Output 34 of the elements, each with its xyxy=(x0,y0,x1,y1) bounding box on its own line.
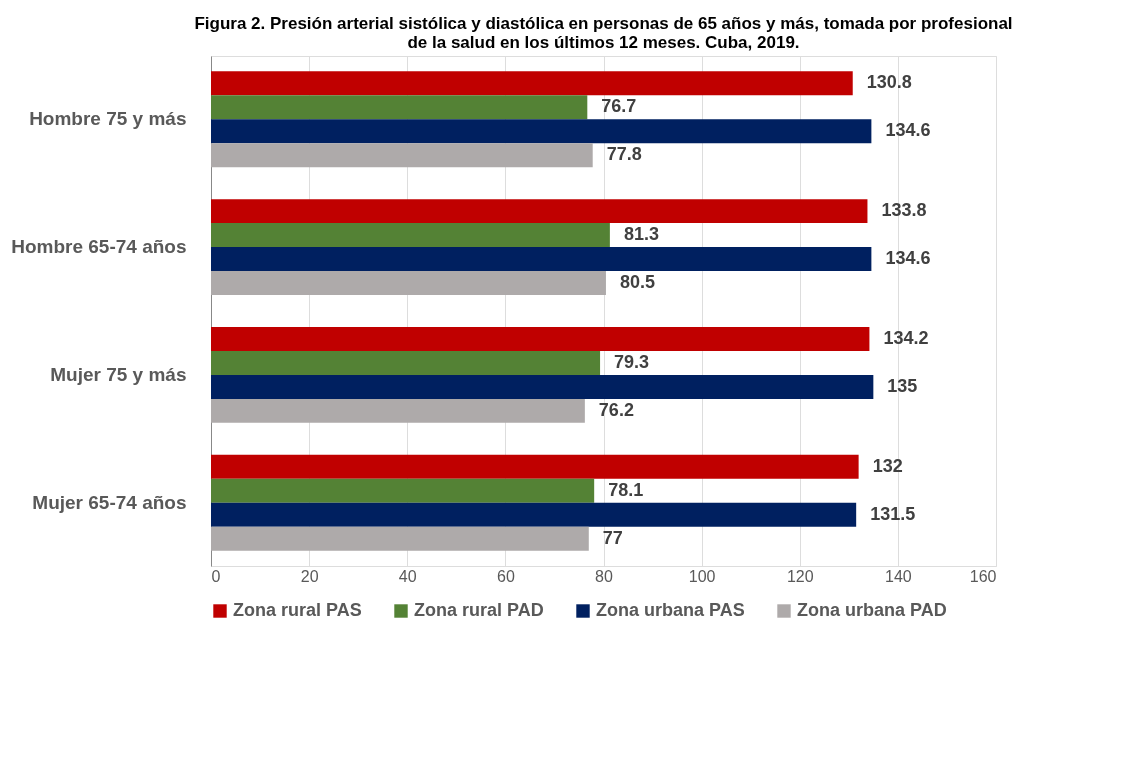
data-label: 81.3 xyxy=(623,224,659,245)
y-tick-label: Hombre 75 y más xyxy=(29,108,187,130)
x-tick-label: 60 xyxy=(496,567,515,585)
data-label: 134.6 xyxy=(885,120,931,141)
y-tick-label: Mujer 75 y más xyxy=(50,363,187,385)
data-label: 77.8 xyxy=(606,144,642,165)
data-label: 76.2 xyxy=(598,399,634,420)
x-tick-label: 80 xyxy=(595,567,613,585)
x-tick-label: 120 xyxy=(786,567,814,585)
data-label: 76.7 xyxy=(601,96,637,117)
data-label: 78.1 xyxy=(608,479,644,500)
x-tick-label: 0 xyxy=(211,567,221,585)
data-label: 80.5 xyxy=(619,272,655,293)
data-label: 133.8 xyxy=(881,200,927,221)
data-label: 79.3 xyxy=(614,351,650,372)
data-label: 134.6 xyxy=(885,248,931,269)
x-tick-label: 40 xyxy=(398,567,417,585)
legend-label: Zona urbana PAD xyxy=(797,600,947,620)
legend-label: Zona rural PAD xyxy=(414,600,544,620)
legend-label: Zona rural PAS xyxy=(233,600,362,620)
y-tick-label: Hombre 65-74 años xyxy=(11,236,187,258)
y-tick-label: Mujer 65-74 años xyxy=(32,491,187,513)
x-tick-label: 160 xyxy=(969,567,997,585)
chart-title: Figura 2. Presión arterial sistólica y diastólica en personas de 65 años y más, tomada por profesional de la salud en los últimos 12 meses. Cuba, 2019. xyxy=(194,14,1013,52)
x-tick-label: 20 xyxy=(300,567,319,585)
x-tick-label: 140 xyxy=(885,567,912,585)
data-label: 77 xyxy=(602,527,623,548)
x-tick-label: 100 xyxy=(688,567,716,585)
data-label: 131.5 xyxy=(870,503,916,524)
data-label: 134.2 xyxy=(883,327,929,348)
data-label: 135 xyxy=(887,375,918,396)
legend-label: Zona urbana PAS xyxy=(596,600,745,620)
data-label: 130.8 xyxy=(866,72,912,93)
data-label: 132 xyxy=(872,455,903,476)
